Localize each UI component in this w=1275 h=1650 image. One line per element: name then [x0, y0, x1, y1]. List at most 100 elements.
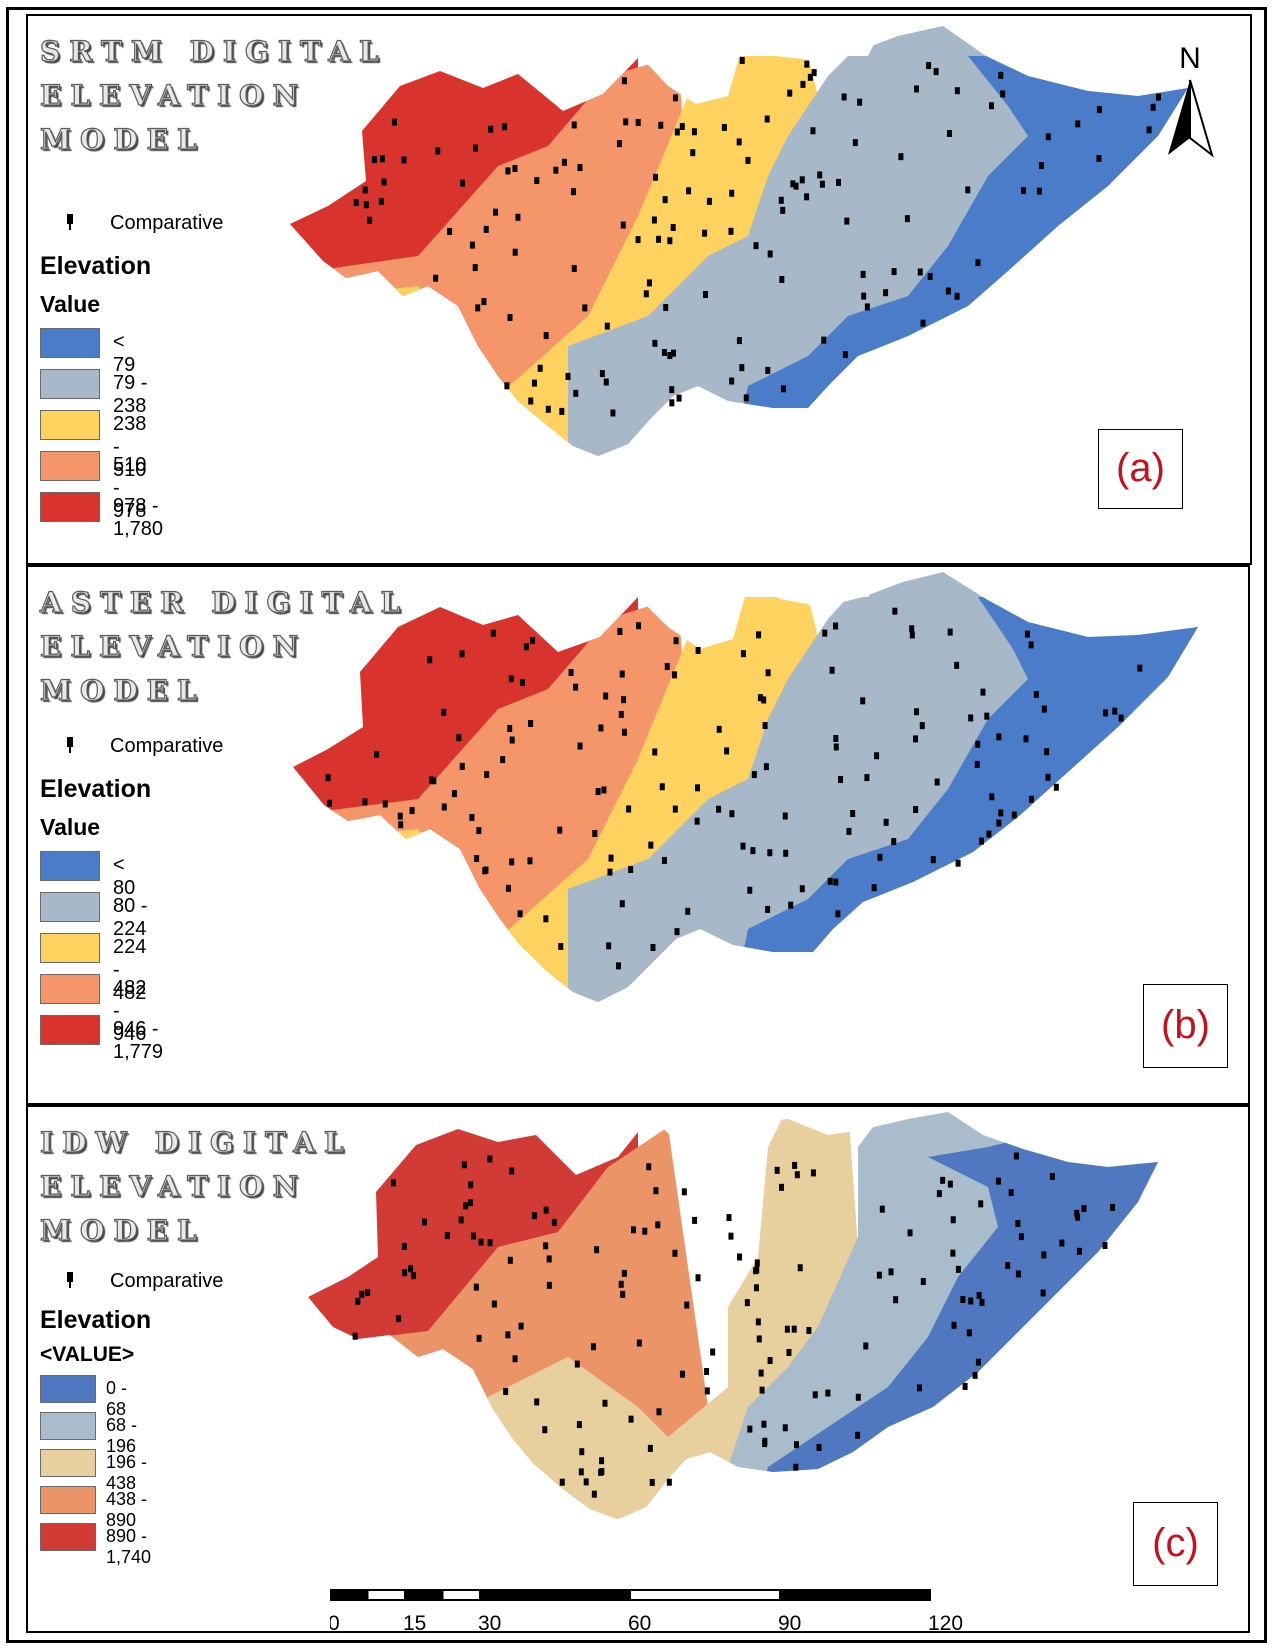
scale-bar: 0 15 30 60 90 120 Kilometers	[330, 1589, 970, 1635]
comparative-point	[505, 884, 511, 892]
legend: Comparative Elevation <VALUE> 0 - 68 68 …	[40, 1270, 223, 1567]
comparative-point	[972, 1371, 978, 1379]
comparative-point	[603, 378, 609, 386]
comparative-point	[382, 800, 388, 808]
comparative-point	[716, 725, 722, 733]
comparative-point	[702, 291, 708, 299]
comparative-point	[463, 1202, 469, 1210]
comparative-point	[591, 1490, 597, 1498]
comparative-point	[975, 740, 981, 748]
comparative-point	[965, 186, 971, 194]
comparative-point	[767, 849, 773, 857]
comparative-point	[989, 793, 995, 801]
comparative-point	[804, 193, 810, 201]
comparative-point	[621, 1269, 627, 1277]
comparative-point	[409, 807, 415, 815]
comparative-point	[367, 216, 373, 224]
comparative-point	[352, 1332, 358, 1340]
comparative-point	[618, 710, 624, 718]
comparative-point	[1137, 664, 1143, 672]
comparative-point	[401, 1242, 407, 1250]
comparative-point	[490, 629, 496, 637]
comparative-point	[481, 298, 487, 306]
comparative-point	[652, 748, 658, 756]
north-arrow-icon: N	[1168, 42, 1214, 158]
comparative-point	[636, 1339, 642, 1347]
comparative-point	[475, 304, 481, 312]
comparative-point	[478, 1238, 484, 1246]
comparative-point	[920, 1277, 926, 1285]
comparative-point	[670, 223, 676, 231]
comparative-point	[821, 336, 827, 344]
comparative-point	[1075, 120, 1081, 128]
comparative-point	[986, 830, 992, 838]
comparative-point	[863, 1342, 869, 1350]
comparative-point	[534, 177, 540, 185]
comparative-point	[913, 735, 919, 743]
legend-swatch	[40, 1015, 100, 1045]
scale-bar-label: 0	[330, 1612, 340, 1635]
comparative-point	[729, 377, 735, 385]
srtm-elevation-map	[290, 26, 1188, 456]
comparative-point	[736, 337, 742, 345]
comparative-point	[578, 1468, 584, 1476]
comparative-point	[954, 661, 960, 669]
comparative-point	[381, 178, 387, 186]
comparative-point	[1041, 1251, 1047, 1259]
figure-frame	[6, 7, 1267, 1643]
comparative-point	[653, 1187, 659, 1195]
comparative-point	[649, 1478, 655, 1486]
comparative-point	[518, 1322, 524, 1330]
comparative-point	[726, 1214, 732, 1222]
comparative-point	[599, 1457, 605, 1465]
comparative-point	[835, 910, 841, 918]
comparative-point	[617, 627, 623, 635]
comparative-point	[763, 763, 769, 771]
comparative-point	[636, 622, 642, 630]
comparative-point	[594, 1246, 600, 1254]
comparative-point	[706, 197, 712, 205]
comparative-point	[558, 943, 564, 951]
comparative-point	[435, 147, 441, 155]
comparative-point	[822, 629, 828, 637]
comparative-point	[441, 708, 447, 716]
comparative-point	[729, 810, 735, 818]
legend-class: 978 - 1,780	[40, 492, 163, 540]
comparative-point	[892, 607, 898, 615]
comparative-point	[658, 121, 664, 129]
scale-bar-label: 30	[478, 1612, 501, 1635]
comparative-point	[1036, 187, 1042, 195]
comparative-point	[968, 714, 974, 722]
comparative-point	[833, 622, 839, 630]
comparative-point	[790, 180, 796, 188]
comparative-point	[686, 187, 692, 195]
comparative-point	[861, 292, 867, 300]
comparative-point	[643, 290, 649, 298]
comparative-point	[661, 349, 667, 357]
comparative-point	[968, 1297, 974, 1305]
comparative-point	[907, 1229, 913, 1237]
comparative-point	[724, 747, 730, 755]
comparative-point	[874, 752, 880, 760]
comparative-point	[642, 1227, 648, 1235]
panel-tag: (c)	[1133, 1502, 1218, 1586]
comparative-point	[1110, 1203, 1116, 1211]
comparative-point	[576, 1421, 582, 1429]
comparative-point	[792, 1161, 798, 1169]
comparative-point	[553, 166, 559, 174]
comparative-point	[933, 68, 939, 76]
scale-bar-segment	[441, 1589, 481, 1601]
comparative-point	[590, 1343, 596, 1351]
comparative-point	[502, 123, 508, 131]
comparative-point	[762, 722, 768, 730]
scale-bar-segment	[629, 1589, 781, 1601]
comparative-point	[761, 696, 767, 704]
comparative-point	[1038, 162, 1044, 170]
comparative-point	[359, 1290, 365, 1298]
comparative-point	[559, 1478, 565, 1486]
comparative-point	[509, 1167, 515, 1175]
comparative-point	[546, 1255, 552, 1263]
comparative-point	[676, 394, 682, 402]
legend: Comparative Elevation Value < 80 80 - 22…	[40, 735, 223, 1063]
comparative-point	[647, 1444, 653, 1452]
